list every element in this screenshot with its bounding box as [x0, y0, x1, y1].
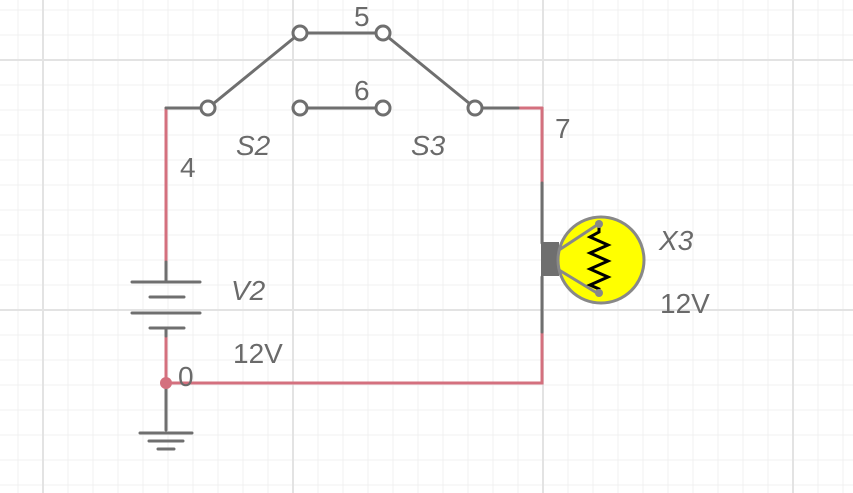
switch-s2-name: S2 [236, 130, 271, 161]
battery-value: 12V [233, 338, 283, 369]
switch-s3[interactable] [340, 24, 520, 117]
ground-symbol[interactable] [138, 377, 194, 451]
spdt-switch-icon [381, 31, 477, 110]
lamp-name: X3 [658, 225, 694, 256]
labels: 5 6 7 4 0 S2 S3 V2 12V X3 12V [178, 1, 710, 392]
node-label-0: 0 [178, 361, 194, 392]
lamp-value: 12V [660, 288, 710, 319]
lamp-filament [558, 220, 612, 297]
lamp-x3[interactable] [540, 181, 646, 334]
ground-icon [138, 381, 194, 451]
node-label-5: 5 [354, 1, 370, 32]
switch-s3-common-pin[interactable] [466, 99, 484, 117]
node-label-6: 6 [354, 75, 370, 106]
switch-s3-throw-top-pin[interactable] [374, 24, 392, 42]
node-label-7: 7 [555, 113, 571, 144]
switch-s2-throw-top-pin[interactable] [291, 24, 309, 42]
node-label-4: 4 [180, 152, 196, 183]
node-0-junction[interactable] [160, 377, 172, 389]
lamp-base [541, 242, 559, 276]
wire-node-0[interactable] [164, 330, 544, 385]
switch-s2-throw-bottom-pin[interactable] [291, 99, 309, 117]
battery-name: V2 [231, 275, 266, 306]
spdt-switch-icon [206, 31, 302, 110]
switch-s3-throw-bottom-pin[interactable] [374, 99, 392, 117]
switch-s3-name: S3 [411, 130, 446, 161]
switch-s2[interactable] [199, 24, 344, 117]
battery-v2[interactable] [130, 260, 202, 338]
battery-icon [130, 260, 202, 338]
switch-s2-common-pin[interactable] [199, 99, 217, 117]
